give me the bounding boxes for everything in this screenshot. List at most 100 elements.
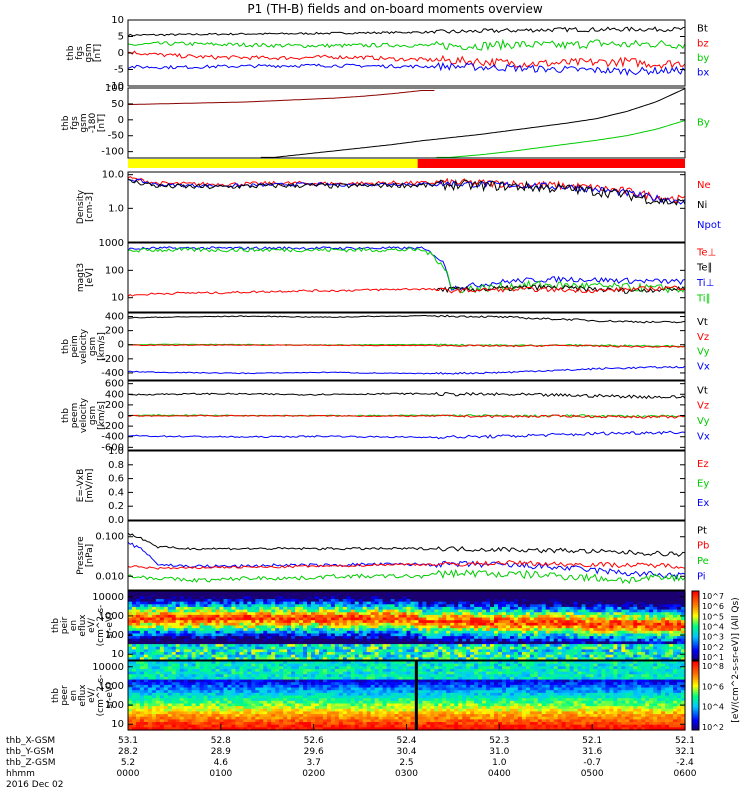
spectrogram-cell [163,684,169,689]
spectrogram-cell [577,630,583,635]
spectrogram-cell [625,652,630,656]
spectrogram-cell [131,703,137,707]
spectrogram-cell [533,596,539,600]
spectrogram-cell [426,649,431,653]
spectrogram-cell [434,606,439,611]
spectrogram-cell [235,671,240,675]
spectrogram-cell [517,636,523,640]
spectrogram-cell [263,684,268,689]
spectrogram-cell [569,625,575,629]
spectrogram-cell [167,687,173,691]
spectrogram-cell [498,628,503,632]
spectrogram-cell [235,604,240,608]
spectrogram-cell [577,606,583,611]
spectrogram-cell [589,604,595,608]
series-line-Npot [127,178,686,205]
spectrogram-cell [669,630,674,635]
spectrogram-cell [414,644,420,648]
spectrogram-cell [215,649,221,653]
spectrogram-cell [179,687,185,691]
spectrogram-cell [223,692,229,697]
spectrogram-cell [215,638,221,643]
spectrogram-cell [661,598,666,603]
spectrogram-cell [239,692,244,697]
ylabel-line: gsm [88,406,98,425]
spectrogram-cell [454,652,459,656]
spectrogram-cell [171,652,177,656]
spectrogram-cell [191,609,197,613]
spectrogram-cell [207,652,213,656]
spectrogram-cell [259,722,264,726]
y-tick-label: -200 [101,354,124,365]
spectrogram-cell [422,638,427,643]
spectrogram-cell [291,724,296,728]
spectrogram-cell [350,657,356,661]
spectrogram-cell [155,727,161,731]
spectrogram-cell [203,668,209,673]
spectrogram-cell [275,628,280,632]
ylabel-line: thb [51,688,61,703]
spectrogram-cell [207,593,213,597]
spectrogram-cell [199,687,205,691]
spectrogram-cell [139,724,145,728]
spectrogram-cell [211,593,217,597]
spectrogram-cell [629,654,634,658]
spectrogram-cell [633,622,638,627]
spectrogram-cell [211,663,217,667]
spectrogram-cell [370,641,376,645]
spectrogram-cell [589,601,595,605]
spectrogram-cell [482,622,487,627]
spectrogram-cell [629,641,634,645]
spectrogram-cell [677,598,682,603]
spectrogram-cell [378,596,384,600]
spectrogram-cell [203,628,209,632]
spectrogram-cell [163,695,169,699]
spectrogram-cell [561,598,567,603]
spectrogram-cell [199,636,205,640]
spectrogram-cell [466,601,471,605]
spectrogram-cell [179,727,185,731]
spectrogram-cell [263,622,268,627]
spectrogram-cell [482,598,487,603]
spectrogram-cell [326,630,332,635]
spectrogram-cell [366,644,372,648]
spectrogram-cell [143,646,149,650]
legend-Vy: Vy [697,416,710,427]
spectrogram-cell [529,612,535,616]
spectrogram-cell [275,598,280,603]
spectrogram-cell [223,625,229,629]
spectrogram-cell [243,714,248,718]
spectrogram-cell [171,636,177,640]
spectrogram-cell [287,604,292,608]
spectrogram-cell [279,676,284,681]
spectrogram-cell [235,638,240,643]
spectrogram-cell [131,700,137,705]
spectrogram-cell [128,614,133,619]
spectrogram-cell [247,698,252,702]
spectrogram-cell [637,636,642,640]
spectrogram-cell [677,633,682,637]
spectrogram-cell [322,620,328,624]
spectrogram-cell [402,598,408,603]
spectrogram-cell [239,614,244,619]
spectrogram-cell [625,638,630,643]
spectrogram-cell [498,604,503,608]
spectrogram-cell [131,695,137,699]
spectrogram-cell [549,646,555,650]
spectrogram-cell [657,625,662,629]
spectrogram-cell [314,601,320,605]
spectrogram-cell [151,596,157,600]
spectrogram-cell [279,690,284,694]
spectrogram-cell [203,671,209,675]
spectrogram-cell [239,727,244,731]
spectrogram-cell [430,630,435,635]
spectrogram-cell [291,617,296,621]
spectrogram-cell [601,604,607,608]
spectrogram-cell [334,596,340,600]
spectrogram-cell [219,633,225,637]
spectrogram-cell [207,698,213,702]
spectrogram-cell [458,593,463,597]
series-line-Vz [127,414,686,419]
spectrogram-cell [569,646,575,650]
spectrogram-cell [215,606,221,611]
